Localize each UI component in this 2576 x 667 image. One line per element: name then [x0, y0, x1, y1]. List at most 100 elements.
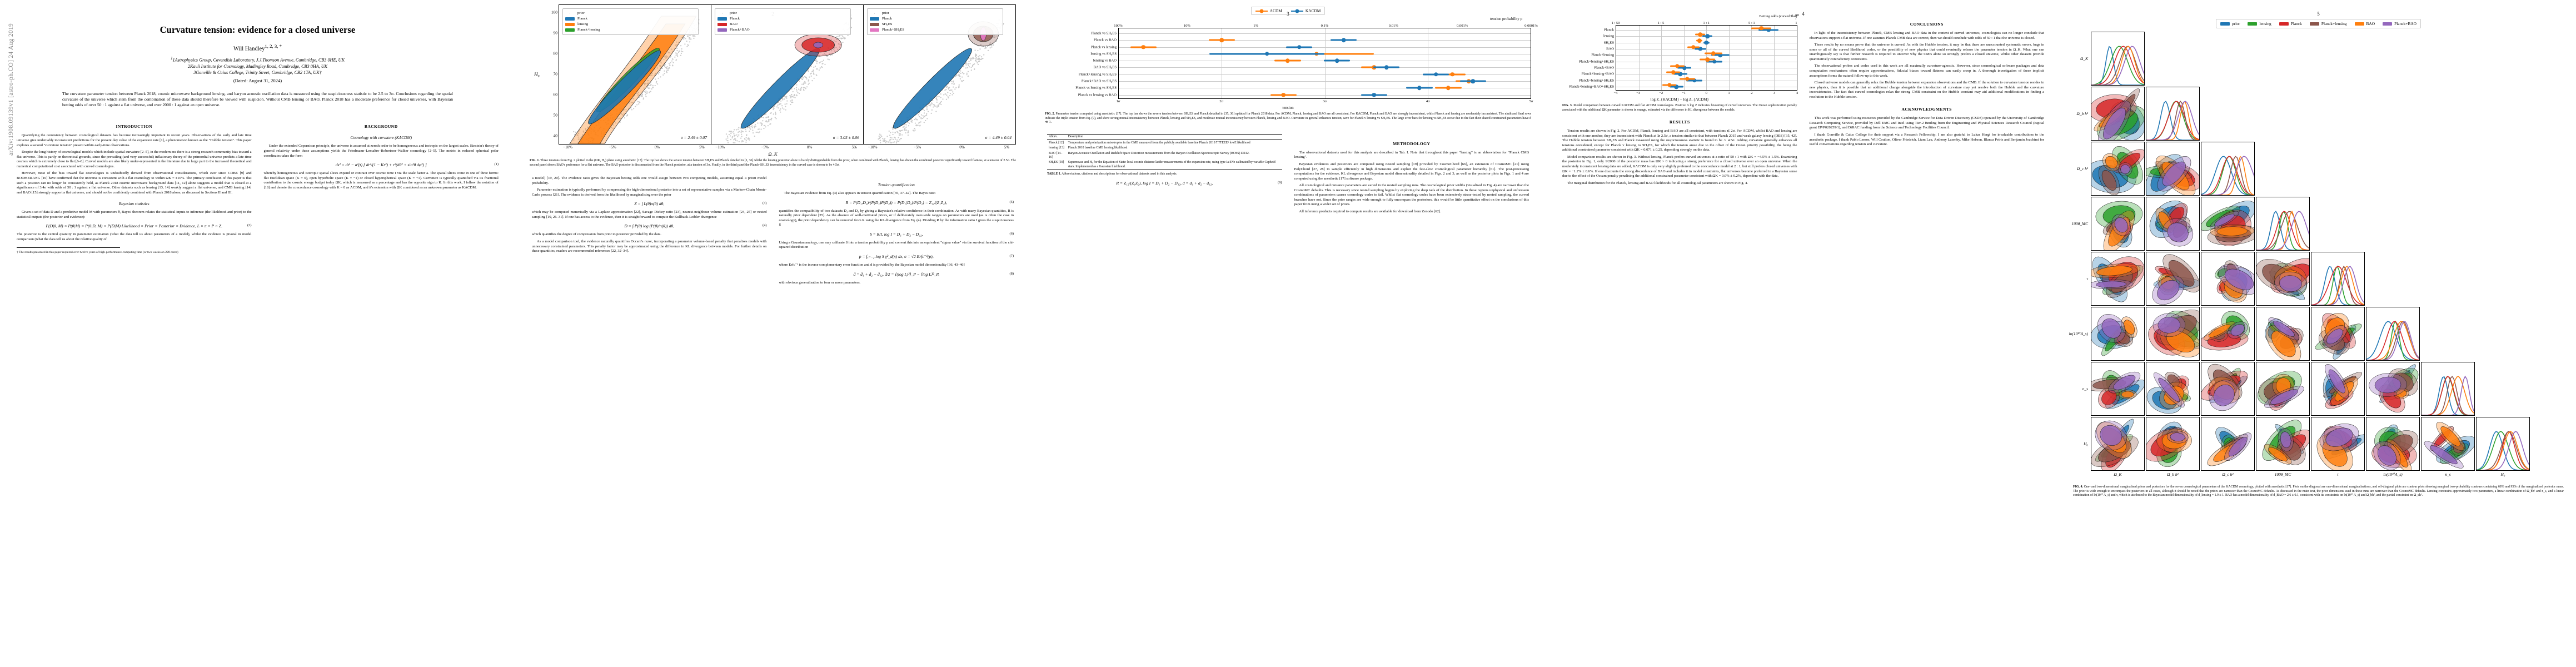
figure-1-panel-2[interactable]: · prior Planck BAO Planck+BAO σ = 3.03 ± 0.06	[711, 5, 864, 144]
fig3-data-point[interactable]	[1712, 59, 1717, 64]
figure-4-panel-H₀-Ω_K[interactable]	[2091, 417, 2145, 471]
figure-1-xtick: −5%	[609, 145, 616, 150]
fig3-bottom-tick: −2	[1659, 91, 1663, 95]
fig2-data-point[interactable]	[1446, 86, 1451, 91]
fig2-data-point[interactable]	[1417, 86, 1422, 91]
fig3-data-point[interactable]	[1691, 45, 1696, 49]
fig3-data-point[interactable]	[1678, 72, 1683, 77]
legend-entry: BAO	[2354, 21, 2375, 26]
figure-4-panel-100θ_MC-Ω_K[interactable]	[2091, 197, 2145, 251]
figure-4-panel-τ-Ω_K[interactable]	[2091, 252, 2145, 306]
figure-4-panel-Ω_c h²-Ω_b h²[interactable]	[2146, 142, 2200, 196]
fig2-data-point[interactable]	[1471, 79, 1475, 83]
figure-4-panel-ln(10¹⁰A_s)-100θ_MC[interactable]	[2256, 307, 2310, 361]
figure-4-panel-ln(10¹⁰A_s)-τ[interactable]	[2311, 307, 2365, 361]
fig3-data-point[interactable]	[1698, 47, 1703, 51]
fig2-data-point[interactable]	[1433, 72, 1438, 77]
gridline	[1616, 55, 1797, 56]
figure-4-panel-n_s-τ[interactable]	[2311, 362, 2365, 416]
fig3-data-point[interactable]	[1711, 51, 1716, 56]
figure-4-panel-n_s-Ω_b h²[interactable]	[2146, 362, 2200, 416]
figure-4-panel-Ω_K-Ω_K[interactable]	[2091, 32, 2145, 86]
fig2-data-point[interactable]	[1450, 72, 1454, 77]
fig3-data-point[interactable]	[1671, 70, 1676, 74]
figure-4-panel-n_s-Ω_K[interactable]	[2091, 362, 2145, 416]
figure-4-panel-ln(10¹⁰A_s)-ln(10¹⁰A_s)[interactable]	[2366, 307, 2420, 361]
figure-4-panel-ln(10¹⁰A_s)-Ω_K[interactable]	[2091, 307, 2145, 361]
figure-4-row-label: τ	[2086, 276, 2088, 281]
figure-4-empty-cell	[2421, 142, 2475, 196]
figure-4-panel-Ω_b h²-Ω_K[interactable]	[2091, 87, 2145, 141]
figure-4-panel-n_s-ln(10¹⁰A_s)[interactable]	[2366, 362, 2420, 416]
fig3-data-point[interactable]	[1674, 84, 1678, 89]
page-1-columns: INTRODUCTION Quantifying the consistency…	[0, 108, 515, 256]
figure-4-panel-ln(10¹⁰A_s)-Ω_b h²[interactable]	[2146, 307, 2200, 361]
figure-4-panel-H₀-100θ_MC[interactable]	[2256, 417, 2310, 471]
legend-label: prior	[2232, 21, 2240, 26]
equation-9-number: (9)	[1278, 180, 1282, 185]
fig3-row-label: Planck	[1604, 28, 1614, 32]
figure-4-panel-100θ_MC-Ω_c h²[interactable]	[2201, 197, 2255, 251]
section-introduction: INTRODUCTION	[116, 124, 153, 130]
legend-label: ΛCDM	[1269, 8, 1282, 14]
figure-4-plot[interactable]: Ω_K Ω_b h² Ω_c h² 100θ_MC τ ln(10¹⁰A_s) n_s H₀ Ω…	[2069, 32, 2564, 481]
figure-4-panel-ln(10¹⁰A_s)-Ω_c h²[interactable]	[2201, 307, 2255, 361]
fig3-data-point[interactable]	[1685, 76, 1690, 81]
fig3-data-point[interactable]	[1759, 26, 1764, 31]
equation-9-body: R = Z₁₂/(Z₁Z₂), log I = D₁ + D₂ − D₁₂, d…	[1116, 180, 1213, 186]
fig2-data-point[interactable]	[1285, 58, 1290, 63]
section-results: RESULTS	[1669, 120, 1690, 125]
figure-4-panel-H₀-τ[interactable]	[2311, 417, 2365, 471]
fig2-data-point[interactable]	[1141, 44, 1146, 49]
fig3-data-point[interactable]	[1705, 34, 1710, 39]
fig2-data-point[interactable]	[1384, 65, 1389, 70]
figure-4-panel-H₀-ln(10¹⁰A_s)[interactable]	[2366, 417, 2420, 471]
figure-4-empty-cell	[2476, 87, 2530, 141]
figure-4-panel-τ-Ω_c h²[interactable]	[2201, 252, 2255, 306]
figure-4-panel-τ-τ[interactable]	[2311, 252, 2365, 306]
figure-4-panel-τ-Ω_b h²[interactable]	[2146, 252, 2200, 306]
figure-4-panel-100θ_MC-100θ_MC[interactable]	[2256, 197, 2310, 251]
figure-4-col-label: ln(10¹⁰A_s)	[2383, 472, 2403, 477]
fig2-data-point[interactable]	[1341, 38, 1346, 42]
fig3-data-point[interactable]	[1667, 83, 1672, 87]
fig3-data-point[interactable]	[1698, 32, 1703, 37]
fig3-data-point[interactable]	[1697, 38, 1702, 43]
fig2-data-point[interactable]	[1265, 52, 1269, 56]
fig2-data-point[interactable]	[1372, 92, 1377, 97]
paragraph: The marginal distribution for the Planck…	[1567, 181, 1748, 185]
fig2-data-point[interactable]	[1281, 92, 1286, 97]
fig2-row-label: Planck vs lensing	[1090, 45, 1117, 49]
figure-4-panel-100θ_MC-Ω_b h²[interactable]	[2146, 197, 2200, 251]
figure-1-panel-1[interactable]: · prior Planck lensing Planck+lensing σ = 2.4…	[559, 5, 711, 144]
fig3-data-point[interactable]	[1705, 57, 1710, 62]
figure-4-panel-Ω_c h²-Ω_c h²[interactable]	[2201, 142, 2255, 196]
fig2-data-point[interactable]	[1297, 44, 1302, 49]
fig3-data-point[interactable]	[1718, 53, 1723, 58]
fig3-data-point[interactable]	[1766, 28, 1771, 32]
figure-4-panel-τ-100θ_MC[interactable]	[2256, 252, 2310, 306]
figure-4-panel-Ω_b h²-Ω_b h²[interactable]	[2146, 87, 2200, 141]
fig2-data-point[interactable]	[1334, 58, 1339, 63]
page-3-column-right: METHODOLOGY The observational datasets u…	[1294, 134, 1529, 217]
figure-3-plot[interactable]: Planck lensing SH₀ES BAO Planck+lensing Planc…	[1569, 25, 1797, 91]
fig3-data-point[interactable]	[1704, 40, 1708, 45]
figure-4-panel-H₀-Ω_b h²[interactable]	[2146, 417, 2200, 471]
fig3-data-point[interactable]	[1692, 78, 1697, 83]
figure-1-panel-3[interactable]: · prior Planck SH₀ES Planck+SH₀ES σ = 4.49 ± …	[864, 5, 1015, 144]
figure-2-plot[interactable]: Planck vs SH₀ES Planck vs BAO Planck vs le…	[1075, 28, 1531, 99]
legend-entry: Planck+BAO	[718, 27, 848, 33]
figure-4-panel-n_s-100θ_MC[interactable]	[2256, 362, 2310, 416]
fig3-data-point[interactable]	[1675, 64, 1680, 68]
figure-4-panel-n_s-n_s[interactable]	[2421, 362, 2475, 416]
legend-label: KΛCDM	[1305, 8, 1321, 14]
figure-4-panel-Ω_c h²-Ω_K[interactable]	[2091, 142, 2145, 196]
figure-4-panel-n_s-Ω_c h²[interactable]	[2201, 362, 2255, 416]
fig2-data-point[interactable]	[1219, 38, 1224, 42]
fig3-data-point[interactable]	[1682, 66, 1687, 70]
legend-label: SH₀ES	[882, 22, 893, 26]
figure-4-panel-H₀-H₀[interactable]	[2476, 417, 2530, 471]
figure-4-panel-H₀-n_s[interactable]	[2421, 417, 2475, 471]
figure-4-panel-H₀-Ω_c h²[interactable]	[2201, 417, 2255, 471]
